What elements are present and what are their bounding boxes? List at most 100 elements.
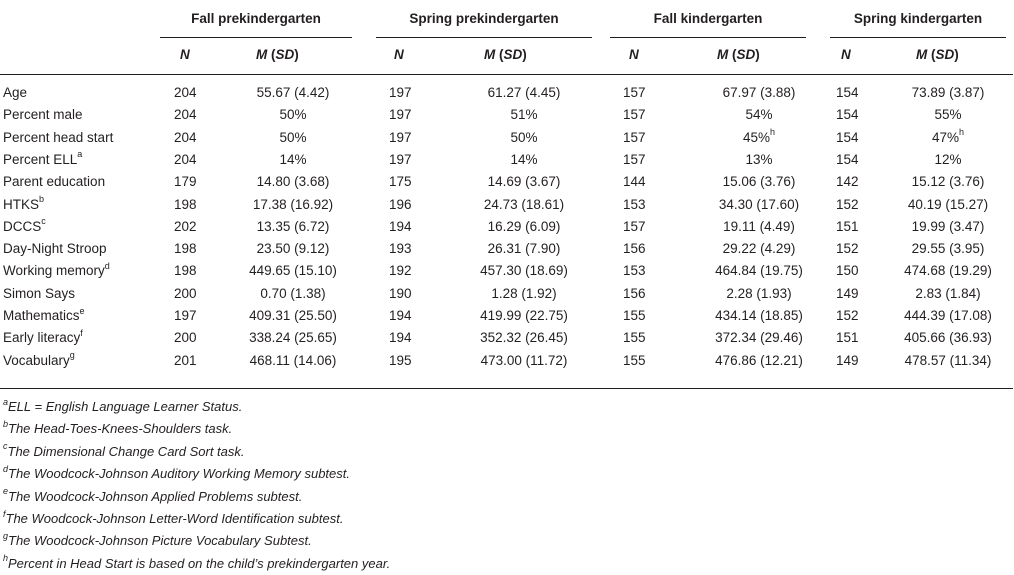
- cell-n: 201: [174, 352, 197, 368]
- subheader-m-sd: M (SD): [717, 47, 760, 62]
- cell-mean-sd: 29.22 (4.29): [722, 241, 796, 257]
- cell-mean-sd: 29.55 (3.95): [911, 241, 985, 257]
- cell-n: 193: [389, 241, 412, 257]
- row-label: Working memoryd: [3, 260, 110, 279]
- cell-n: 198: [174, 263, 197, 279]
- cell-mean-sd: 50%: [510, 129, 538, 145]
- footnote: hPercent in Head Start is based on the c…: [3, 553, 391, 571]
- subheader-n: N: [180, 47, 190, 62]
- subheader-m-sd: M (SD): [256, 47, 299, 62]
- cell-n: 204: [174, 85, 197, 100]
- cell-mean-sd: 14%: [510, 151, 538, 167]
- row-label: HTKSb: [3, 194, 45, 212]
- cell-mean-sd: 468.11 (14.06): [249, 352, 337, 368]
- table-row: DCCSc 202 13.35 (6.72) 194 16.29 (6.09) 157 19…: [0, 216, 1014, 238]
- table-row: Day-Night Stroop 198 23.50 (9.12) 193 26.31 …: [0, 238, 1014, 260]
- footnote-marker: e: [3, 486, 9, 497]
- footnote-marker: a: [3, 396, 9, 407]
- footnote-marker: f: [80, 327, 83, 338]
- cell-mean-sd: 55.67 (4.42): [256, 85, 330, 100]
- cell-n: 175: [389, 174, 412, 190]
- footnote-marker: a: [77, 149, 83, 160]
- cell-mean-sd: 1.28 (1.92): [491, 285, 557, 301]
- cell-mean-sd: 419.99 (22.75): [480, 308, 568, 323]
- cell-mean-sd: 19.11 (4.49): [723, 218, 795, 234]
- footnote-marker: c: [3, 441, 8, 452]
- header-rule: [0, 74, 1013, 75]
- footnote-marker: h: [959, 127, 965, 138]
- group-header-spring-k: Spring kindergarten: [853, 11, 983, 26]
- cell-mean-sd: 50%: [279, 129, 307, 145]
- group-rule: [160, 37, 352, 38]
- footnote-marker: g: [69, 350, 75, 361]
- cell-n: 156: [623, 241, 646, 257]
- cell-n: 200: [174, 285, 197, 301]
- row-label: Percent male: [3, 107, 83, 123]
- cell-mean-sd: 338.24 (25.65): [249, 330, 337, 346]
- cell-n: 198: [174, 241, 197, 257]
- cell-mean-sd: 34.30 (17.60): [718, 196, 800, 212]
- cell-n: 195: [389, 352, 412, 368]
- cell-n: 194: [389, 308, 412, 323]
- cell-n: 198: [174, 196, 197, 212]
- footnote-marker: b: [39, 194, 45, 204]
- footnote: fThe Woodcock-Johnson Letter-Word Identi…: [3, 508, 344, 526]
- footnote-marker: d: [104, 260, 110, 271]
- cell-n: 197: [389, 129, 412, 145]
- cell-mean-sd: 457.30 (18.69): [480, 263, 568, 279]
- table-row: Working memoryd 198 449.65 (15.10) 192 457.3…: [0, 260, 1014, 282]
- cell-n: 200: [174, 330, 197, 346]
- cell-n: 179: [174, 174, 197, 190]
- cell-mean-sd: 17.38 (16.92): [252, 196, 334, 212]
- cell-n: 142: [836, 174, 859, 190]
- cell-n: 202: [174, 218, 197, 234]
- cell-mean-sd: 54%: [745, 107, 773, 123]
- cell-n: 204: [174, 151, 197, 167]
- row-label: Parent education: [3, 174, 106, 190]
- subheader-n: N: [841, 47, 851, 62]
- row-label: Mathematicse: [3, 305, 85, 323]
- footnote-marker: f: [3, 508, 6, 519]
- cell-n: 154: [836, 85, 859, 100]
- cell-n: 155: [623, 352, 646, 368]
- cell-mean-sd: 473.00 (11.72): [480, 352, 568, 368]
- cell-mean-sd: 474.68 (19.29): [904, 263, 992, 279]
- group-rule: [376, 37, 592, 38]
- cell-n: 155: [623, 330, 646, 346]
- cell-n: 153: [623, 263, 646, 279]
- row-label: Vocabularyg: [3, 350, 75, 368]
- cell-mean-sd: 55%: [934, 107, 962, 123]
- subheader-m-sd: M (SD): [484, 47, 527, 62]
- cell-n: 194: [389, 218, 412, 234]
- cell-mean-sd: 444.39 (17.08): [904, 308, 992, 323]
- cell-n: 157: [623, 129, 646, 145]
- cell-mean-sd: 67.97 (3.88): [722, 85, 796, 100]
- table-row: Percent head start 204 50% 197 50% 157 45%h 154…: [0, 127, 1014, 149]
- table-row: Simon Says 200 0.70 (1.38) 190 1.28 (1.92) 15…: [0, 283, 1014, 305]
- footnote-marker: b: [3, 419, 9, 430]
- cell-n: 197: [389, 151, 412, 167]
- cell-n: 196: [389, 196, 412, 212]
- row-label: Percent ELLa: [3, 149, 83, 167]
- cell-n: 152: [836, 241, 859, 257]
- cell-mean-sd: 13.35 (6.72): [256, 218, 330, 234]
- cell-n: 157: [623, 85, 646, 100]
- table-footnotes: aELL = English Language Learner Status. b…: [3, 396, 1003, 575]
- cell-mean-sd: 449.65 (15.10): [249, 263, 337, 279]
- table-row: Age 204 55.67 (4.42) 197 61.27 (4.45) 157 67.9…: [0, 82, 1014, 104]
- footnote: gThe Woodcock-Johnson Picture Vocabulary…: [3, 531, 312, 549]
- cell-mean-sd: 372.34 (29.46): [715, 330, 803, 346]
- table-row: HTKSb 198 17.38 (16.92) 196 24.73 (18.61) 153…: [0, 194, 1014, 216]
- cell-n: 154: [836, 129, 859, 145]
- cell-mean-sd: 2.28 (1.93): [726, 285, 792, 301]
- cell-mean-sd: 476.86 (12.21): [715, 352, 803, 368]
- cell-n: 152: [836, 308, 859, 323]
- cell-mean-sd: 61.27 (4.45): [487, 85, 561, 100]
- cell-mean-sd: 13%: [745, 151, 773, 167]
- cell-mean-sd: 23.50 (9.12): [256, 241, 330, 257]
- cell-n: 153: [623, 196, 646, 212]
- cell-n: 149: [836, 352, 859, 368]
- cell-mean-sd: 45%h: [742, 127, 776, 145]
- group-rule: [610, 37, 806, 38]
- cell-n: 156: [623, 285, 646, 301]
